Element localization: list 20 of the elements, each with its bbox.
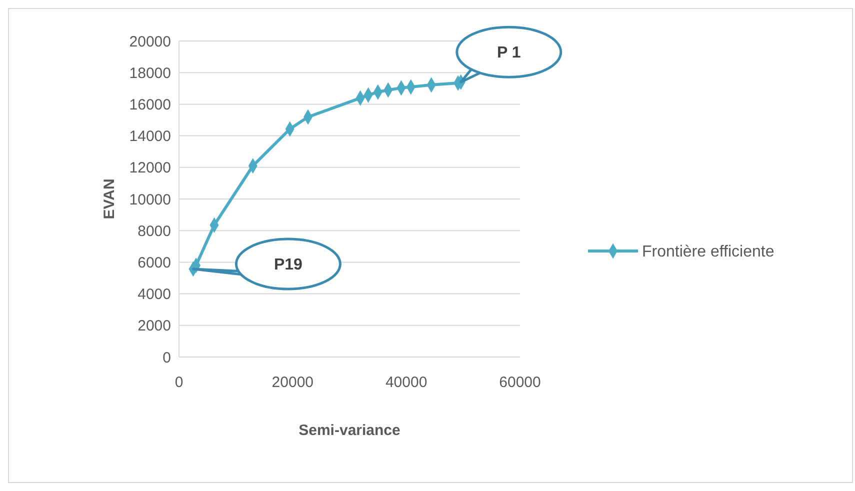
y-tick-label: 4000 (138, 286, 171, 304)
y-tick-label: 2000 (138, 318, 171, 335)
y-tick-label: 8000 (138, 222, 171, 240)
x-axis-title: Semi-variance (298, 422, 400, 439)
annotation: P 1 (497, 44, 521, 62)
y-tick-label: 6000 (138, 254, 171, 272)
x-tick-label: 0 (174, 374, 184, 391)
y-tick-label: 12000 (129, 160, 171, 177)
annotation: P19 (274, 256, 303, 274)
y-tick-label: 20000 (129, 33, 171, 50)
y-tick-label: 18000 (129, 64, 171, 82)
x-tick-label: 40000 (385, 374, 428, 391)
x-tick-label: 60000 (499, 374, 541, 391)
y-tick-label: 16000 (129, 96, 171, 114)
legend-label: Frontière efficiente (642, 244, 774, 261)
y-tick-label: 10000 (129, 191, 171, 208)
y-tick-label: 0 (162, 349, 171, 366)
y-tick-label: 14000 (129, 128, 171, 146)
y-axis-title: EVAN (101, 178, 118, 220)
x-tick-label: 20000 (272, 374, 314, 391)
